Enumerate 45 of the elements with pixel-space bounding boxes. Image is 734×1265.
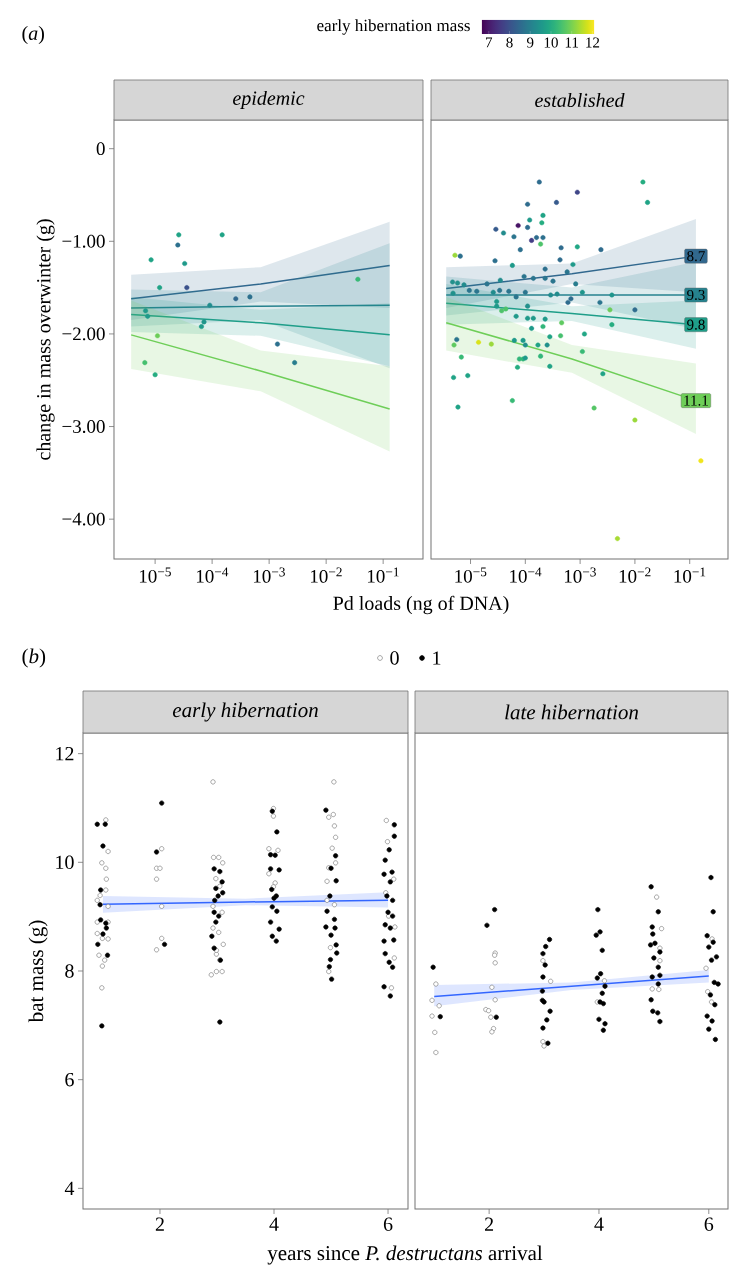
y-tick-label: 12 [56, 747, 74, 761]
x-tick-label: 10$^{−1}$ [367, 567, 399, 583]
color-bar-label: 12 [586, 37, 600, 48]
y-tick-label: 8 [65, 964, 74, 978]
y-axis-title: change in mass overwinter (g) [36, 219, 55, 460]
x-tick-label: 10$^{−3}$ [253, 567, 285, 583]
chart-title: early hibernation [172, 702, 318, 722]
x-tick-label: 10$^{−4}$ [510, 567, 542, 583]
legend-label: 1 [433, 651, 441, 665]
text: (b) [22, 648, 46, 668]
x-tick-label: 10$^{−1}$ [674, 567, 706, 583]
x-tick-label: 10$^{−5}$ [139, 567, 171, 583]
x-tick-label: 2 [485, 1217, 494, 1231]
y-tick-label: 6 [65, 1072, 74, 1087]
x-tick-label: 10$^{−3}$ [564, 567, 596, 583]
x-axis-title: years since P. destructans arrival [267, 1245, 543, 1265]
y-tick-label: −4.00 [62, 512, 105, 526]
color-bar-label: 9 [526, 37, 534, 48]
x-tick-label: 10$^{−2}$ [619, 567, 651, 583]
x-tick-label: 4 [269, 1217, 279, 1231]
y-tick-label: 10 [56, 855, 74, 870]
color-bar-title: early hibernation mass [317, 19, 470, 35]
y-tick-label: −1.00 [62, 234, 105, 248]
y-tick-label: 4 [64, 1181, 75, 1195]
x-tick-label: 6 [704, 1217, 714, 1231]
x-axis-title: Pd loads (ng of DNA) [333, 595, 509, 615]
color-bar-label: 8 [506, 37, 513, 48]
color-bar-label: 7 [486, 37, 493, 48]
chart-title: epidemic [233, 90, 305, 110]
color-bar-label: 11 [565, 37, 579, 48]
y-axis-title: bat mass (g) [28, 920, 48, 1023]
y-tick-label: 0 [96, 142, 105, 156]
x-tick-label: 2 [155, 1217, 164, 1231]
x-tick-label: 10$^{−4}$ [196, 567, 229, 583]
y-tick-label: −2.00 [62, 327, 105, 341]
chart-title: established [535, 92, 625, 108]
chart-title: late hibernation [505, 704, 639, 720]
x-tick-label: 6 [383, 1217, 393, 1231]
x-tick-label: 10$^{−5}$ [455, 567, 487, 583]
y-tick-label: −3.00 [62, 420, 105, 433]
x-tick-label: 10$^{−2}$ [310, 567, 342, 583]
x-tick-label: 4 [594, 1217, 604, 1231]
legend-label: 0 [390, 651, 399, 665]
text: (a) [22, 25, 44, 45]
color-bar-label: 10 [544, 37, 558, 48]
